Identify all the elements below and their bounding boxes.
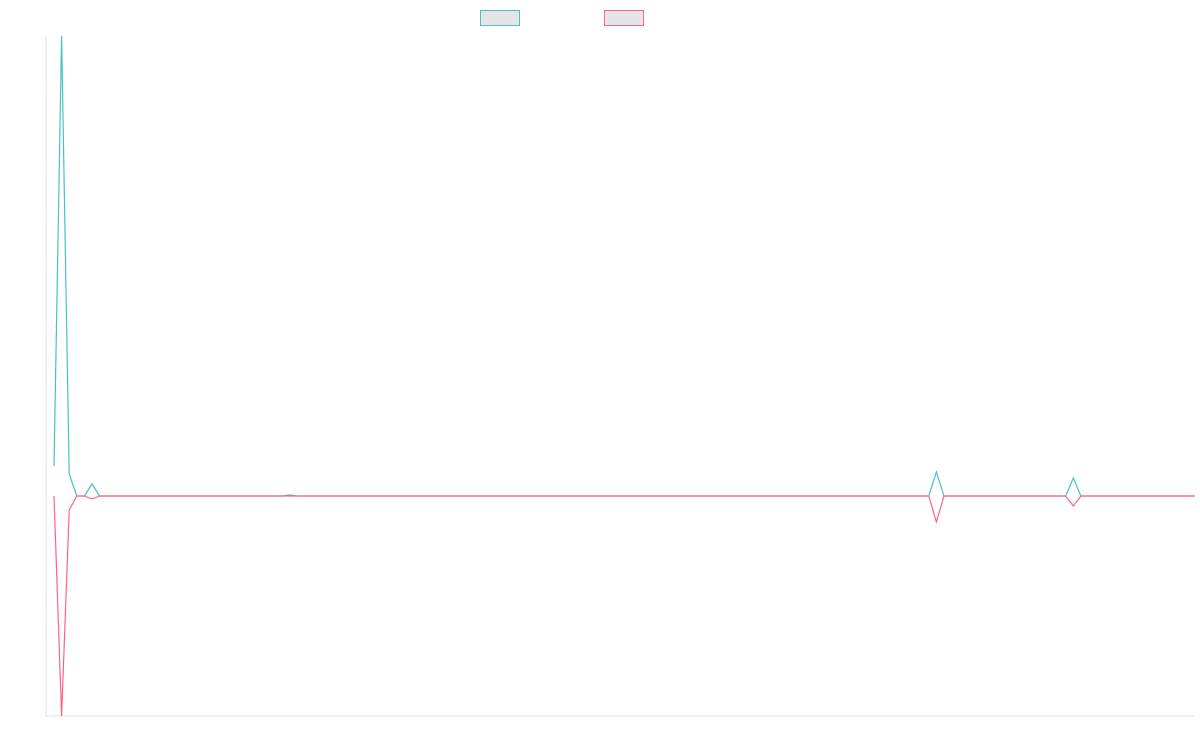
series-layer bbox=[53, 35, 1195, 717]
legend-item-series-2[interactable] bbox=[604, 9, 728, 27]
legend-swatch-series-2 bbox=[604, 10, 644, 26]
legend bbox=[480, 9, 728, 27]
series-line-2[interactable] bbox=[53, 495, 1195, 717]
series-line-1[interactable] bbox=[53, 35, 1195, 497]
legend-swatch-series-1 bbox=[480, 10, 520, 26]
legend-item-series-1[interactable] bbox=[480, 9, 604, 27]
